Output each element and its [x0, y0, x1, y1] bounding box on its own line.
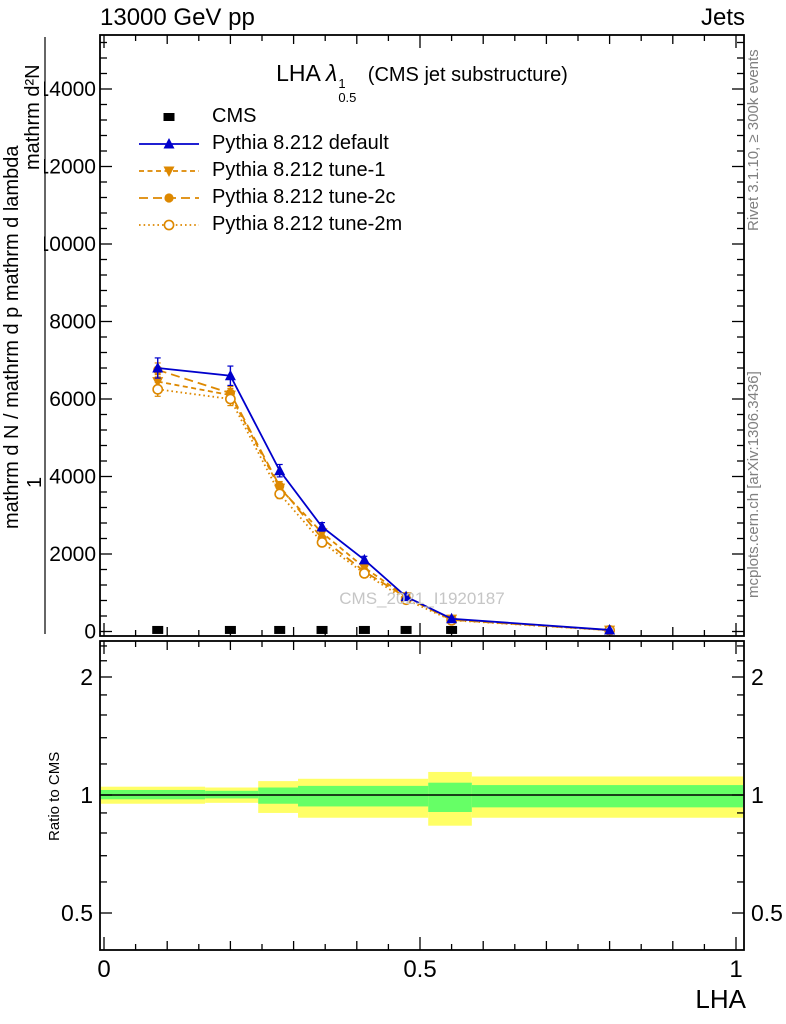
- series-cms: [152, 625, 458, 634]
- y-axis-tick-labels: 0 2000 4000 6000 8000 10000 12000 14000: [38, 78, 96, 644]
- title-suffix: (CMS jet substructure): [367, 64, 568, 86]
- ratio-bands: [101, 771, 743, 826]
- svg-text:10000: 10000: [38, 233, 96, 256]
- legend-label-pythia-8-212-tune-1: Pythia 8.212 tune-1: [212, 159, 386, 181]
- header-analysis-tag: Jets: [700, 4, 745, 31]
- legend-item-pythia-8-212-tune-2m: Pythia 8.212 tune-2m: [138, 211, 402, 238]
- title-lambda-indices: 1 0.5: [338, 77, 356, 104]
- title-superscript: 1: [338, 76, 346, 91]
- y-axis-label-one: 1: [24, 476, 46, 488]
- header-beam-energy: 13000 GeV pp: [100, 4, 255, 31]
- main-frame: [99, 34, 745, 637]
- legend-item-pythia-8-212-default: Pythia 8.212 default: [138, 130, 402, 157]
- header: 13000 GeV pp Jets: [100, 4, 745, 32]
- title-prefix: LHA: [276, 60, 320, 86]
- legend-item-pythia-8-212-tune-1: Pythia 8.212 tune-1: [138, 157, 402, 184]
- svg-text:2: 2: [80, 664, 93, 690]
- legend-label-pythia-8-212-default: Pythia 8.212 default: [212, 132, 389, 154]
- legend-sample-circle-icon: [139, 192, 199, 203]
- x-axis-label: LHA: [695, 984, 746, 1014]
- mcplots-reference-note: mcplots.cern.ch [arXiv:1306.3436]: [745, 371, 762, 599]
- legend-label-pythia-8-212-tune-2m: Pythia 8.212 tune-2m: [212, 213, 403, 235]
- y-axis-label-numerator: mathrm d²N: [22, 64, 44, 171]
- svg-text:1: 1: [751, 782, 764, 808]
- svg-text:0: 0: [97, 956, 110, 983]
- legend-label-cms: CMS: [212, 105, 257, 127]
- svg-text:1: 1: [729, 956, 742, 983]
- svg-text:0.5: 0.5: [403, 956, 436, 983]
- title-lambda: λ: [326, 60, 338, 86]
- plot-title: LHA λ 1 0.5 (CMS jet substructure): [100, 60, 744, 104]
- legend-sample-circle-open-icon: [139, 219, 199, 230]
- svg-text:0.5: 0.5: [751, 900, 783, 926]
- svg-text:2: 2: [751, 664, 764, 690]
- legend-label-pythia-8-212-tune-2c: Pythia 8.212 tune-2c: [212, 186, 396, 208]
- svg-text:6000: 6000: [49, 388, 96, 411]
- legend-sample-triangle-down-icon: [139, 166, 199, 177]
- svg-text:1: 1: [80, 782, 93, 808]
- svg-text:2000: 2000: [49, 543, 96, 566]
- watermark-analysis-id: CMS_2021_I1920187: [339, 589, 505, 608]
- y-axis-label-denominator: mathrm d N / mathrm d p mathrm d lambda: [1, 145, 23, 529]
- legend-sample-triangle-up-icon: [139, 137, 199, 148]
- legend-sample-square-icon: [163, 112, 175, 121]
- svg-text:14000: 14000: [38, 78, 96, 101]
- svg-text:12000: 12000: [38, 156, 96, 179]
- legend-item-pythia-8-212-tune-2c: Pythia 8.212 tune-2c: [138, 184, 402, 211]
- legend-item-cms: CMS: [138, 103, 402, 130]
- legend: CMS Pythia 8.212 default Pythia 8.212 tune…: [138, 103, 402, 238]
- svg-text:8000: 8000: [49, 311, 96, 334]
- ratio-y-axis-label: Ratio to CMS: [46, 751, 63, 841]
- svg-text:4000: 4000: [49, 466, 96, 489]
- svg-text:0.5: 0.5: [61, 900, 93, 926]
- ratio-tick-labels: 0.5 0.5 1 1 2 2: [61, 664, 783, 926]
- x-axis-tick-labels: 0 0.5 1: [97, 956, 742, 983]
- title-subscript: 0.5: [338, 89, 357, 105]
- rivet-version-note: Rivet 3.1.10, ≥ 300k events: [745, 49, 762, 231]
- series-pythia-8-212-default: [152, 357, 616, 635]
- svg-text:0: 0: [84, 621, 96, 644]
